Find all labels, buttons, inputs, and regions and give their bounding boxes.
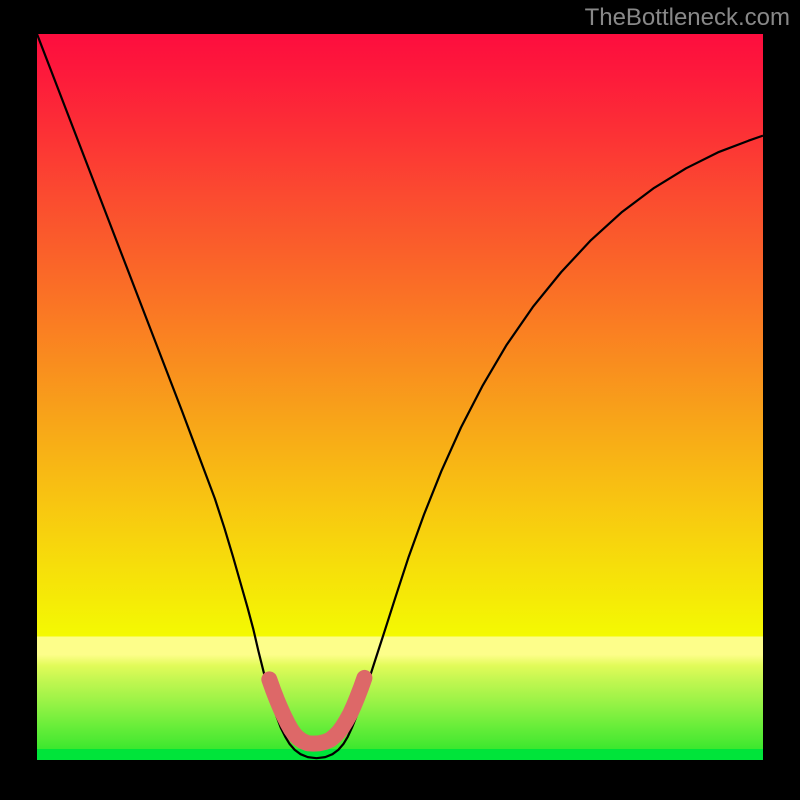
chart-background (37, 34, 763, 760)
chart-svg (37, 34, 763, 760)
stage: TheBottleneck.com (0, 0, 800, 800)
watermark-text: TheBottleneck.com (585, 4, 790, 32)
plot-area (37, 34, 763, 760)
